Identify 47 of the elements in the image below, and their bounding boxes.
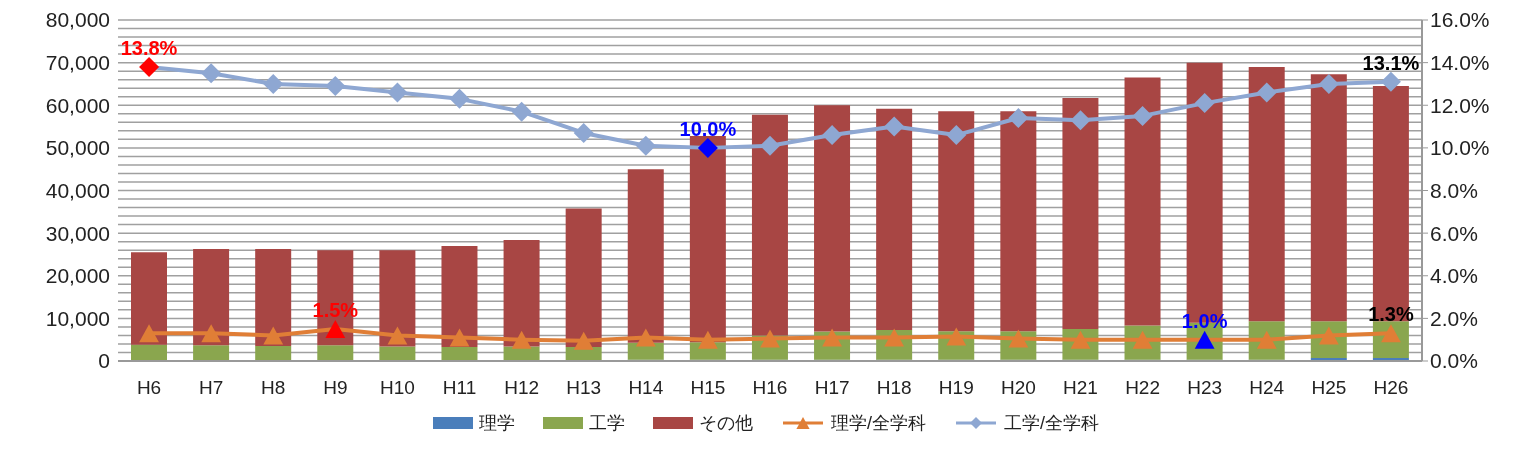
x-tick-label: H21 <box>1063 377 1098 399</box>
y-tick-label: 0 <box>98 349 110 373</box>
legend-label: 理学/全学科 <box>830 412 926 435</box>
x-tick-label: H11 <box>442 377 477 399</box>
annotation: 13.1% <box>1362 51 1420 74</box>
x-tick-label: H9 <box>323 377 348 399</box>
x-tick-label: H13 <box>566 377 602 399</box>
y-tick-label: 50,000 <box>45 136 110 160</box>
x-tick-label: H15 <box>690 377 726 399</box>
y-tick-label: 70,000 <box>45 51 110 75</box>
x-tick-label: H14 <box>628 377 664 399</box>
x-tick-label: H8 <box>261 377 286 399</box>
x-tick-label: H23 <box>1187 377 1223 399</box>
x-tick-label: H6 <box>136 377 162 399</box>
y2-tick-label: 2.0% <box>1430 306 1478 330</box>
y-tick-label: 80,000 <box>45 8 110 32</box>
x-tick-label: H26 <box>1373 377 1409 399</box>
y-tick-label: 40,000 <box>45 178 110 202</box>
legend-label: その他 <box>698 412 753 435</box>
x-tick-label: H10 <box>380 377 415 399</box>
x-tick-label: H25 <box>1311 377 1347 399</box>
annotation: 13.8% <box>120 36 178 59</box>
y2-tick-label: 6.0% <box>1430 221 1478 245</box>
x-tick-label: H22 <box>1125 377 1160 399</box>
x-tick-label: H16 <box>752 377 788 399</box>
annotation: 10.0% <box>679 117 737 140</box>
y2-tick-label: 8.0% <box>1430 178 1478 202</box>
legend-label: 理学 <box>478 412 515 435</box>
y-tick-label: 20,000 <box>45 264 110 288</box>
x-tick-label: H12 <box>504 377 540 399</box>
legend-label: 工学 <box>588 412 625 435</box>
y-tick-label: 60,000 <box>45 93 110 117</box>
y2-tick-label: 14.0% <box>1430 51 1490 75</box>
y-tick-label: 10,000 <box>45 306 110 330</box>
y2-tick-label: 0.0% <box>1430 349 1478 373</box>
x-tick-label: H18 <box>876 377 912 399</box>
y2-tick-label: 10.0% <box>1430 136 1490 160</box>
x-tick-label: H20 <box>1000 377 1036 399</box>
legend-label: 工学/全学科 <box>1004 412 1100 435</box>
y2-tick-label: 12.0% <box>1430 93 1490 117</box>
x-tick-label: H17 <box>814 377 850 399</box>
x-tick-label: H7 <box>198 377 224 399</box>
y-tick-label: 30,000 <box>45 221 110 245</box>
y2-tick-label: 4.0% <box>1430 264 1478 288</box>
y2-tick-label: 16.0% <box>1430 8 1490 32</box>
x-tick-label: H19 <box>938 377 974 399</box>
x-tick-label: H24 <box>1249 377 1285 399</box>
